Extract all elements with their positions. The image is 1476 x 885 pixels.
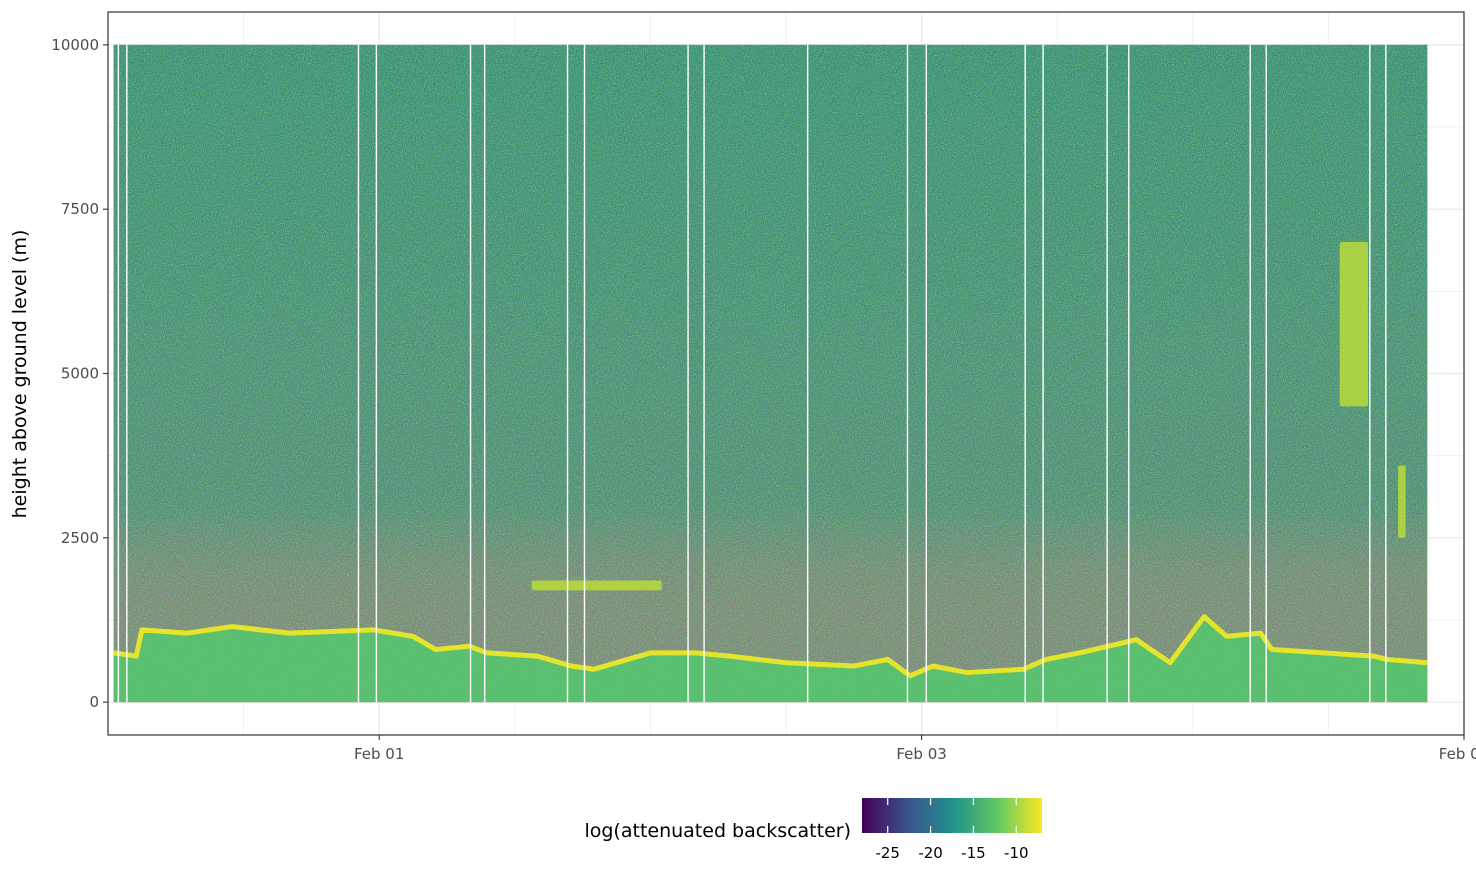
colorbar-tick-label: -15 (961, 844, 986, 862)
x-tick-label: Feb 01 (354, 745, 404, 763)
near-ground-aerosol-band (113, 616, 1428, 703)
backscatter-noise-texture (113, 44, 1428, 703)
data-gaps (117, 44, 1387, 703)
colorbar-tick-label: -20 (918, 844, 943, 862)
x-axis: Feb 01 Feb 03 Feb 05 (354, 735, 1476, 763)
y-tick-label: 10000 (51, 36, 99, 54)
colorbar-tick-label: -10 (1004, 844, 1029, 862)
y-tick-label: 2500 (61, 529, 99, 547)
y-axis: 0 2500 5000 7500 10000 (51, 36, 108, 711)
boundary-layer-top-line (113, 614, 1428, 679)
y-axis-title: height above ground level (m) (9, 230, 31, 519)
y-tick-label: 0 (89, 693, 99, 711)
elevated-cloud-layer (1398, 465, 1406, 538)
backscatter-features (113, 242, 1428, 703)
x-tick-label: Feb 05 (1439, 745, 1476, 763)
colorbar (862, 798, 1042, 833)
colorbar-tick-label: -25 (875, 844, 900, 862)
colorbar-ticks: -25 -20 -15 -10 (875, 798, 1029, 862)
y-tick-label: 5000 (61, 365, 99, 383)
elevated-cloud-layer (531, 580, 662, 591)
x-tick-label: Feb 03 (896, 745, 946, 763)
y-tick-label: 7500 (61, 200, 99, 218)
colorbar-legend: log(attenuated backscatter) -25 -20 -15 -10 (584, 798, 1042, 862)
elevated-cloud-layer (1339, 242, 1368, 407)
colorbar-title: log(attenuated backscatter) (584, 820, 851, 842)
